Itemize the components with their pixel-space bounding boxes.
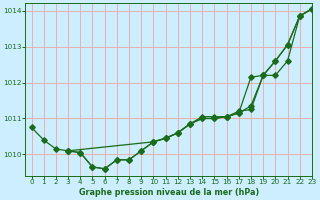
X-axis label: Graphe pression niveau de la mer (hPa): Graphe pression niveau de la mer (hPa)	[78, 188, 259, 197]
